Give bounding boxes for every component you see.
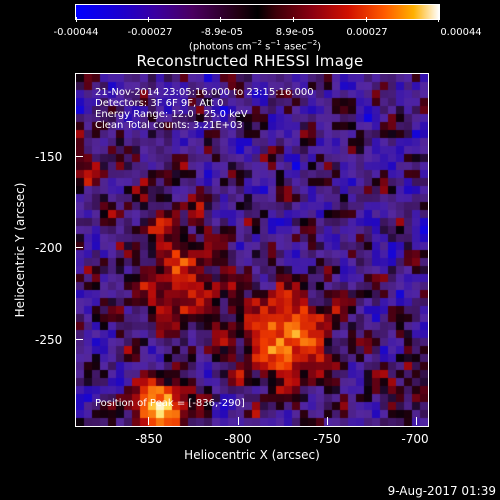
x-tickmark [148, 417, 149, 425]
x-tickmark [238, 417, 239, 425]
x-tick-label: -850 [135, 432, 163, 446]
plot-timestamp: 9-Aug-2017 01:39 [387, 484, 496, 498]
clean-annotation: Clean Total counts: 3.21E+03 [95, 120, 243, 131]
colorbar-label: 0.00044 [440, 27, 482, 38]
colorbar-label: 0.00027 [346, 27, 388, 38]
colorbar-tick [148, 17, 149, 22]
image-title: Reconstructed RHESSI Image [136, 52, 364, 70]
y-tick-label: -250 [35, 333, 63, 347]
colorbar-units: (photons cm−2 s−1 asec−2) [188, 39, 322, 53]
y-tick-label: -150 [35, 150, 63, 164]
colorbar-tick [220, 17, 221, 22]
reconstructed-image [76, 74, 428, 426]
x-axis-title: Heliocentric X (arcsec) [184, 448, 320, 462]
colorbar-tick [438, 17, 439, 22]
colorbar-tick [366, 17, 367, 22]
y-tickmark [75, 339, 83, 340]
y-axis-title: Heliocentric Y (arcsec) [13, 182, 27, 318]
y-tick-label: -200 [35, 241, 63, 255]
colorbar-tick [76, 17, 77, 22]
x-tick-label: -750 [313, 432, 341, 446]
colorbar [75, 4, 440, 20]
x-tickmark [327, 417, 328, 425]
time-range-annotation: 21-Nov-2014 23:05:16.000 to 23:15:16.000 [95, 87, 314, 98]
energy-annotation: Energy Range: 12.0 - 25.0 keV [95, 109, 248, 120]
x-tick-label: -800 [224, 432, 252, 446]
colorbar-label: -0.00044 [53, 27, 99, 38]
peak-position-annotation: Position of Peak = [-836,-290] [95, 398, 245, 409]
colorbar-label: -0.00027 [127, 27, 173, 38]
image-plot: 21-Nov-2014 23:05:16.000 to 23:15:16.000… [75, 73, 429, 427]
y-tickmark [75, 156, 83, 157]
colorbar-label: -8.9e-05 [201, 27, 243, 38]
detectors-annotation: Detectors: 3F 6F 9F, Att 0 [95, 98, 224, 109]
colorbar-tick [293, 17, 294, 22]
x-tick-label: -700 [401, 432, 429, 446]
x-tickmark [416, 417, 417, 425]
colorbar-label: 8.9e-05 [275, 27, 315, 38]
y-tickmark [75, 247, 83, 248]
